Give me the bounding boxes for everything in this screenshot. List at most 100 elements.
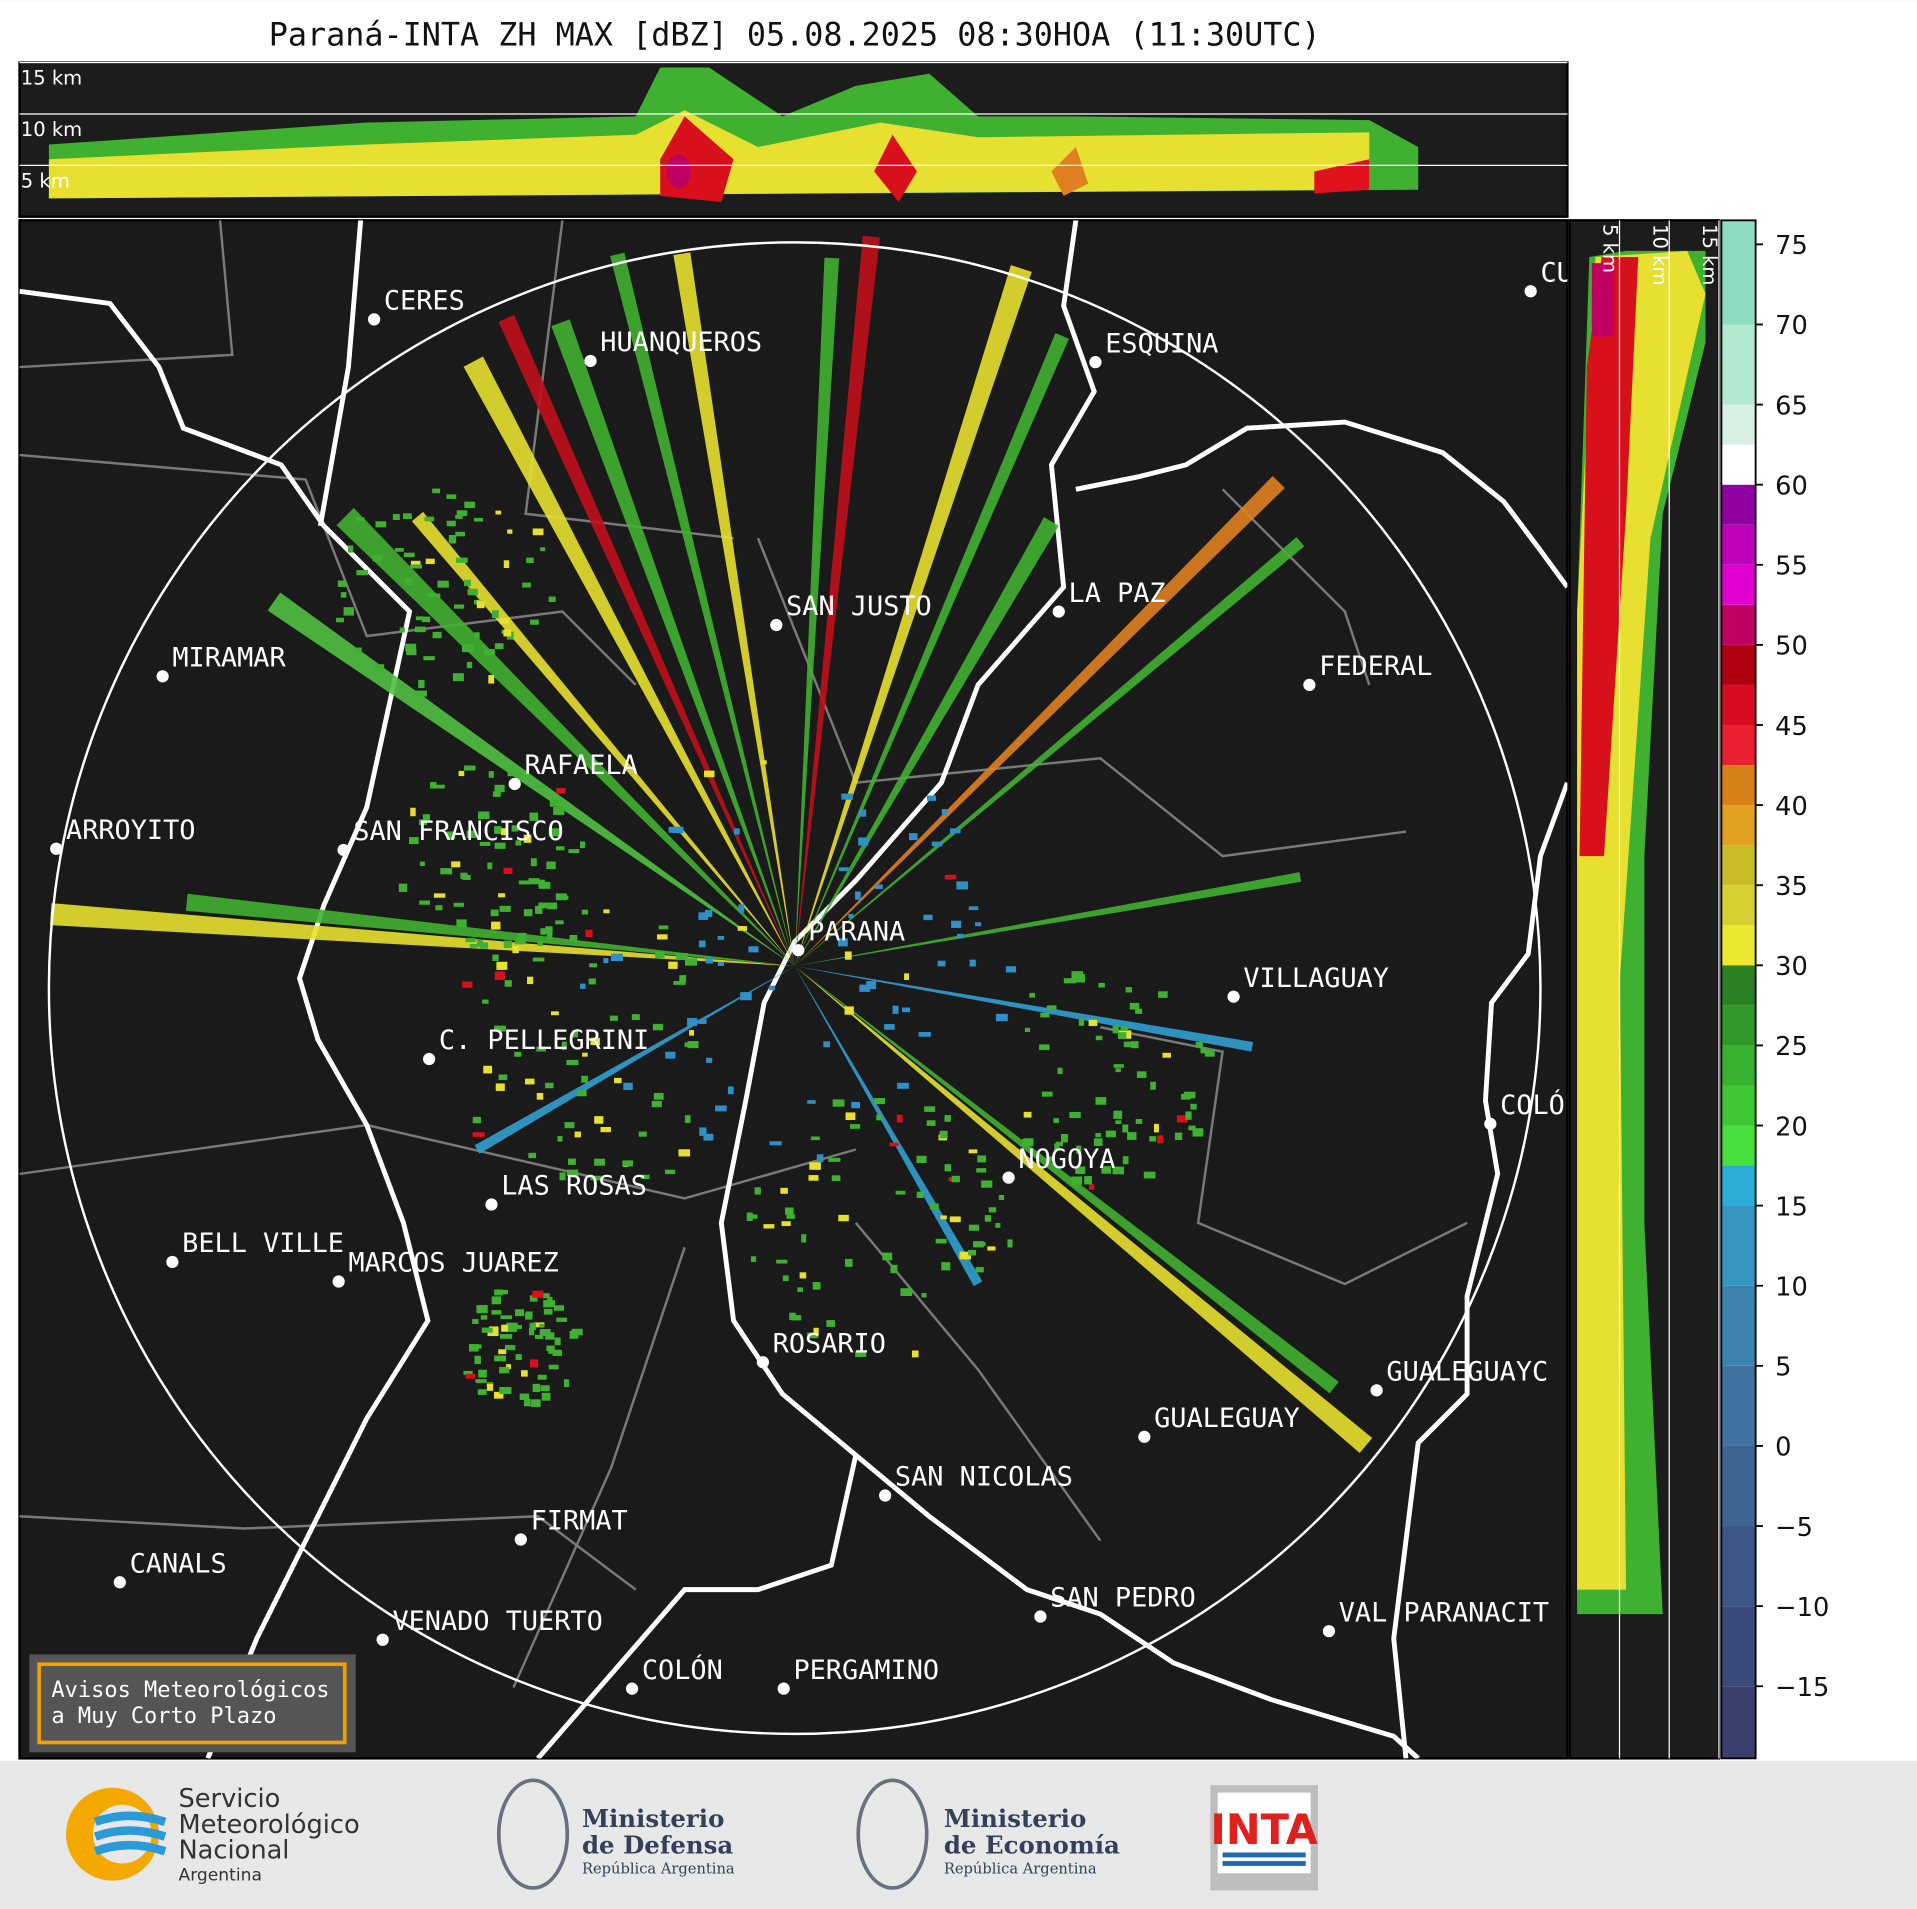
echo [684, 1115, 691, 1123]
echo [499, 618, 509, 624]
echo [1129, 1002, 1140, 1010]
echo [828, 1157, 841, 1162]
echo [941, 1262, 951, 1271]
echo [528, 1327, 535, 1336]
echo [926, 795, 937, 801]
echo [546, 861, 556, 870]
logo-economia: Ministerio de Economía República Argenti… [856, 1778, 1120, 1890]
echo [874, 134, 917, 203]
range-ring [47, 241, 1542, 1736]
city-dot [1484, 1117, 1497, 1130]
echo [530, 858, 537, 867]
city-dot [879, 1489, 892, 1502]
echo [1060, 1134, 1068, 1143]
echo [590, 1175, 602, 1181]
echo [1158, 991, 1168, 998]
echo [956, 933, 964, 939]
echo [594, 1158, 605, 1166]
colorbar-tick-label: 75 [1775, 231, 1808, 261]
echo [874, 884, 883, 890]
echo [499, 1386, 512, 1395]
echo [951, 920, 962, 928]
echo [474, 632, 480, 639]
echo [1095, 1097, 1107, 1105]
echo [785, 1207, 794, 1215]
echo [794, 966, 1339, 1394]
echo [472, 1132, 485, 1137]
echo [794, 257, 840, 967]
echo [487, 1330, 499, 1337]
echo [580, 983, 586, 989]
city-dot [1524, 285, 1537, 298]
echo [451, 861, 461, 868]
echo [481, 1327, 493, 1333]
echo [464, 579, 471, 587]
echo [555, 920, 564, 925]
city-label: PARANA [808, 916, 905, 947]
echo [658, 925, 669, 930]
city-label: LA PAZ [1069, 578, 1166, 609]
echo [976, 1168, 987, 1173]
echo [499, 1366, 510, 1374]
echo [523, 909, 533, 917]
echo [754, 1187, 761, 1195]
echo [503, 560, 510, 569]
city-dot [792, 944, 805, 957]
echo [463, 1370, 473, 1375]
echo [1076, 1145, 1082, 1154]
city-dot [1303, 678, 1316, 692]
city-dot [332, 1275, 345, 1288]
echo [530, 1399, 541, 1407]
colorbar-tick-label: 0 [1775, 1433, 1791, 1463]
echo [1579, 257, 1639, 857]
echo [465, 1373, 475, 1379]
city-dot [1052, 605, 1065, 618]
echo [415, 690, 427, 697]
echo [931, 841, 943, 847]
logo-inta: INTA [1210, 1785, 1318, 1891]
echo [705, 957, 714, 964]
echo [423, 656, 435, 661]
echo [543, 1308, 553, 1315]
echo [561, 1041, 567, 1051]
province-border [1391, 781, 1568, 1759]
echo [478, 811, 490, 820]
colorbar-tick-label: 70 [1775, 311, 1808, 341]
echo [600, 1127, 611, 1133]
echo [939, 1130, 948, 1139]
echo [738, 904, 745, 913]
echo [975, 1266, 984, 1273]
echo [433, 784, 445, 789]
city-label: SAN FRANCISCO [353, 816, 563, 847]
city-label: ESQUINA [1105, 328, 1218, 359]
echo [679, 975, 687, 983]
map-layer: CERES HUANQUEROS ESQUINA CU SAN JUSTO LA PAZ M… [19, 220, 1568, 1759]
echo [490, 909, 499, 917]
logo-defensa: Ministerio de Defensa República Argentin… [496, 1778, 735, 1890]
echo [797, 1287, 803, 1292]
echo [522, 582, 531, 588]
echo [491, 921, 501, 930]
echo [1051, 146, 1089, 196]
echo [956, 881, 968, 890]
echo [494, 971, 505, 980]
echo [1101, 1166, 1111, 1174]
echo [515, 1309, 525, 1317]
colorbar-band [1721, 1005, 1756, 1046]
echo [610, 953, 623, 962]
echo [478, 1369, 487, 1378]
echo [1192, 1128, 1204, 1137]
echo [1314, 159, 1370, 194]
colorbar-band [1721, 484, 1756, 525]
echo [794, 235, 880, 967]
echo [1039, 1044, 1050, 1051]
admin-border [19, 220, 1468, 1688]
echo [1591, 263, 1614, 337]
colorbar-band [1721, 1445, 1756, 1527]
echo [890, 1264, 898, 1274]
echo [998, 1194, 1005, 1200]
city-dot [1227, 990, 1240, 1003]
echo [638, 1131, 647, 1137]
echo [479, 841, 491, 846]
colorbar-band [1721, 925, 1756, 966]
